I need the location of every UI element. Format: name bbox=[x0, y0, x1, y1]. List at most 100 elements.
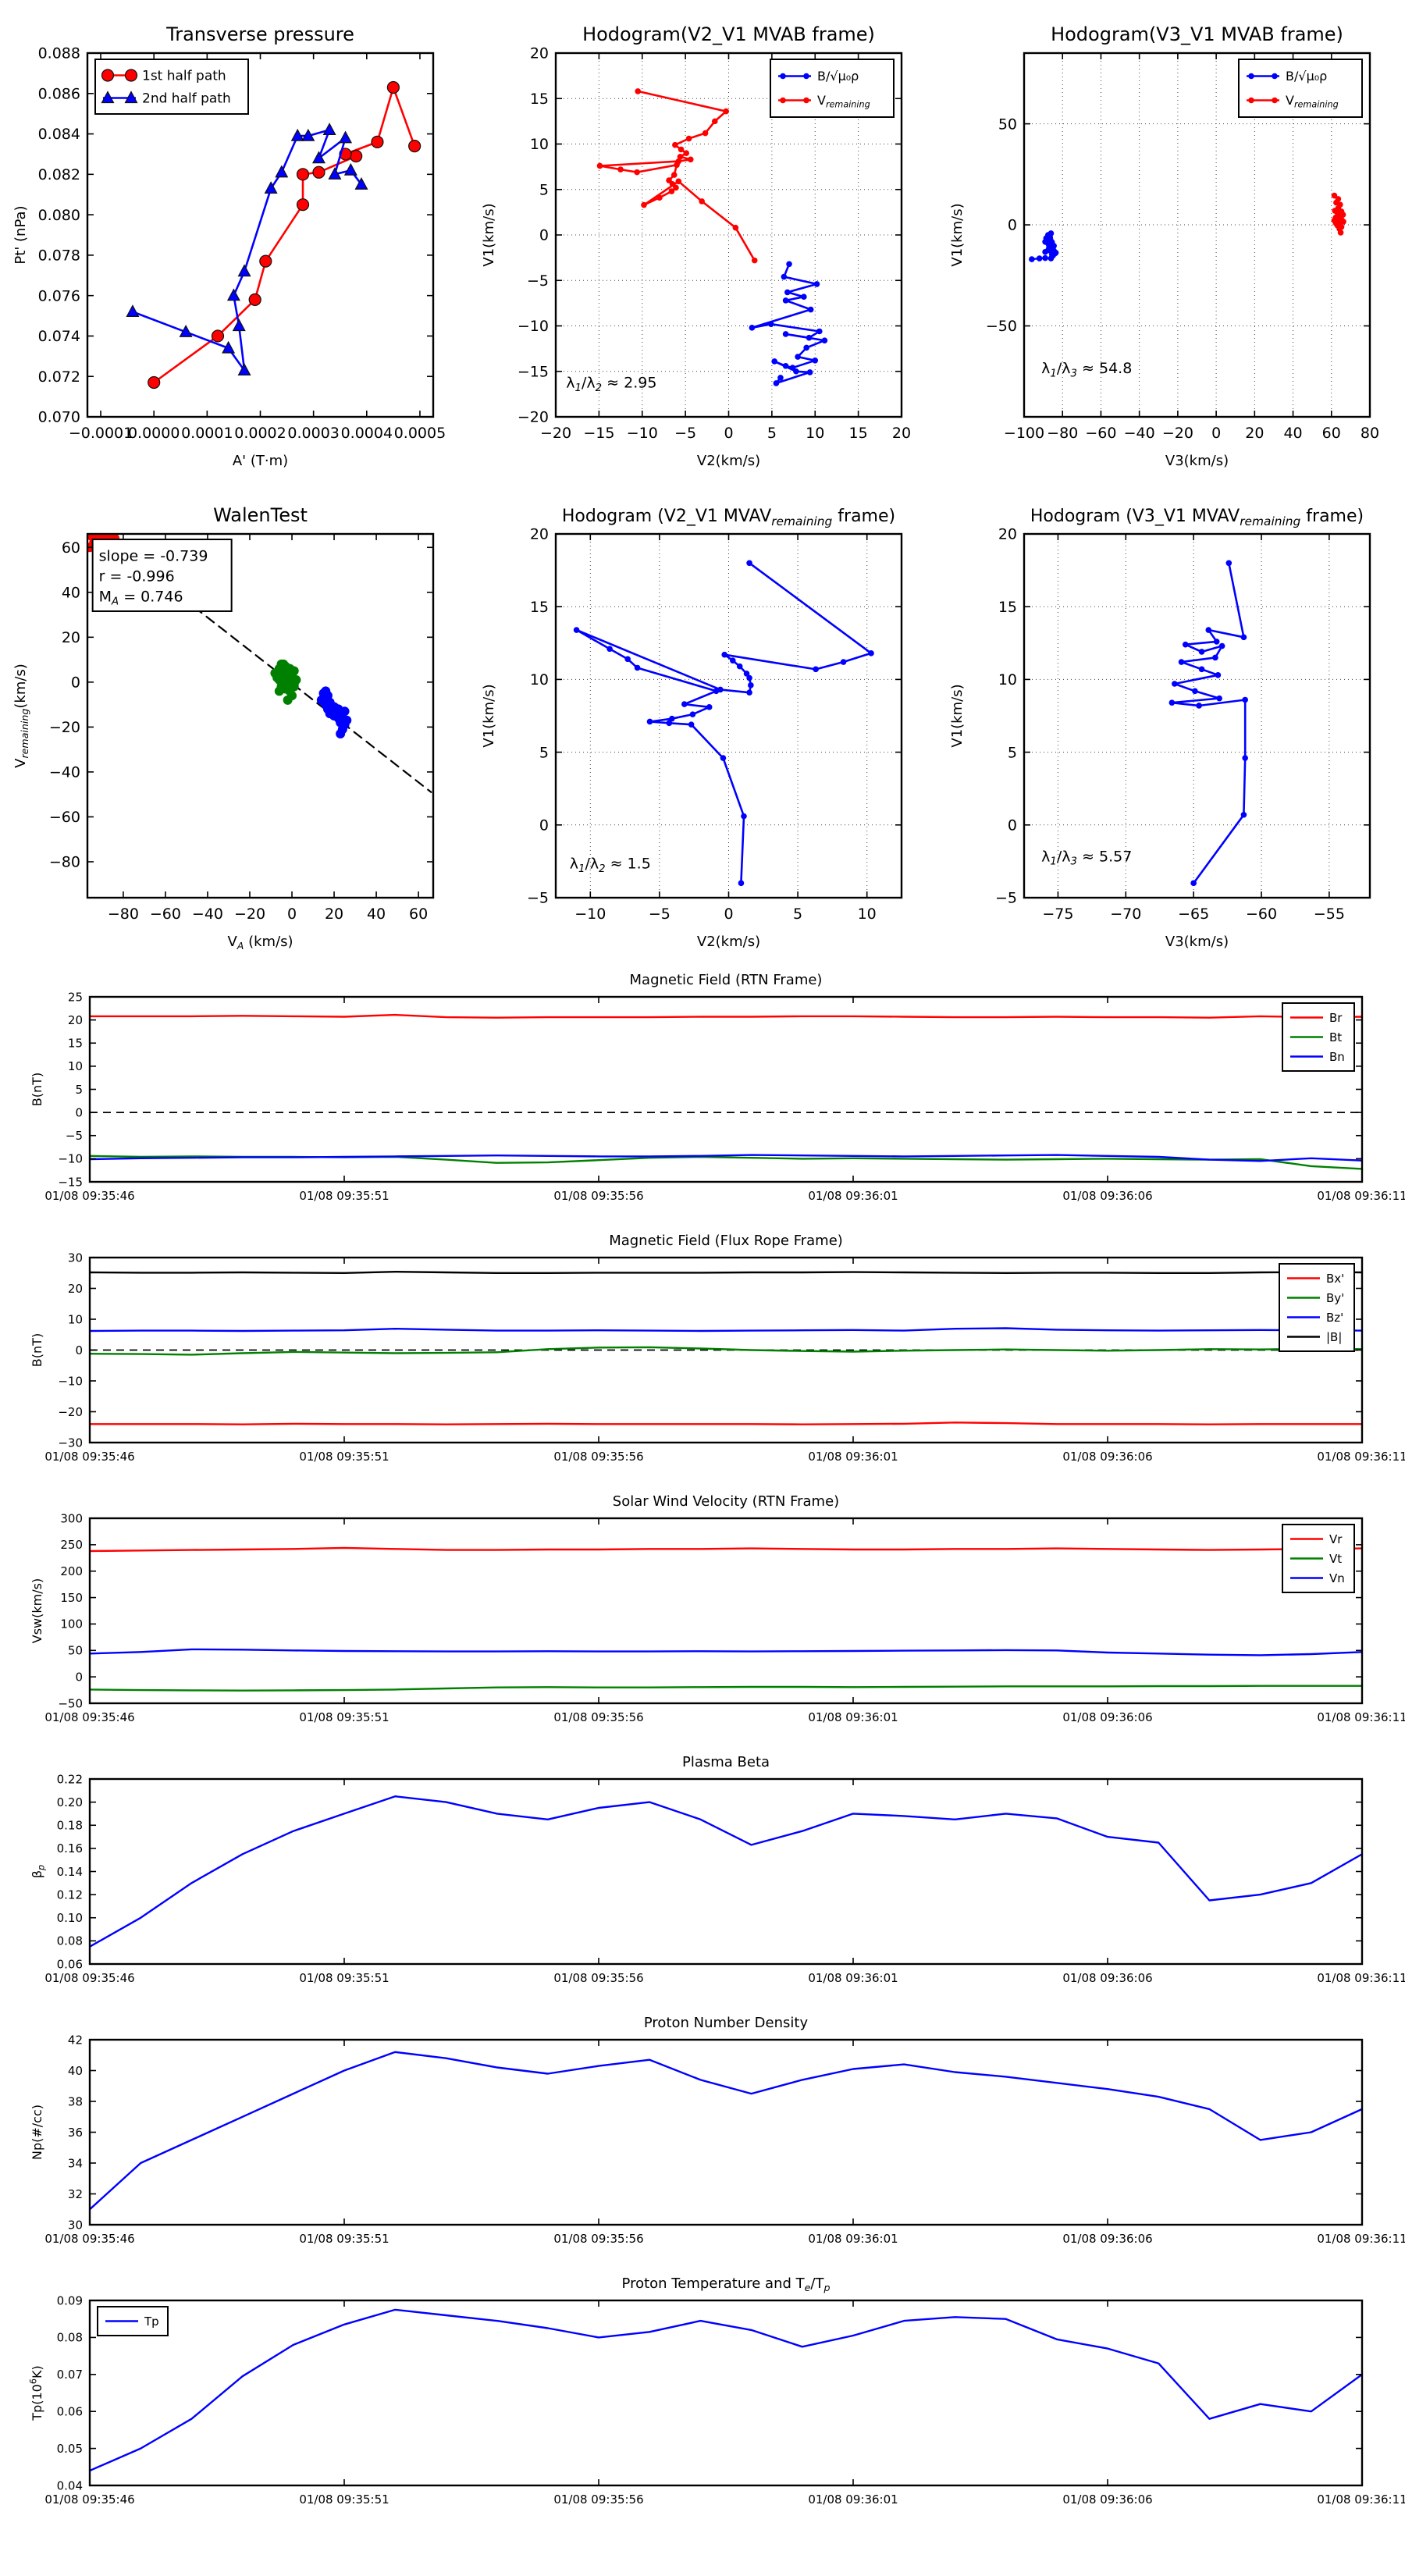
svg-text:−80: −80 bbox=[49, 854, 80, 871]
svg-text:0.0005: 0.0005 bbox=[394, 425, 446, 442]
svg-text:20: 20 bbox=[325, 906, 343, 923]
svg-text:−80: −80 bbox=[108, 906, 139, 923]
svg-text:20: 20 bbox=[530, 526, 549, 543]
svg-text:0.05: 0.05 bbox=[57, 2442, 83, 2456]
svg-text:01/08 09:36:06: 01/08 09:36:06 bbox=[1062, 1710, 1152, 1724]
svg-text:Bz': Bz' bbox=[1326, 1311, 1343, 1325]
svg-text:−60: −60 bbox=[150, 906, 181, 923]
svg-text:01/08 09:35:56: 01/08 09:35:56 bbox=[553, 1971, 643, 1985]
svg-text:−10: −10 bbox=[58, 1152, 83, 1166]
svg-text:Hodogram (V3_V1 MVAVremaining: Hodogram (V3_V1 MVAVremaining frame) bbox=[1030, 507, 1364, 528]
svg-text:34: 34 bbox=[68, 2156, 83, 2170]
svg-text:Bt: Bt bbox=[1329, 1030, 1342, 1044]
svg-text:0.14: 0.14 bbox=[57, 1865, 83, 1879]
svg-text:−20: −20 bbox=[518, 409, 549, 426]
svg-text:Proton Number Density: Proton Number Density bbox=[644, 2015, 809, 2031]
svg-text:Tp: Tp bbox=[144, 2314, 159, 2329]
chart-proton-temperature: 01/08 09:35:46 01/08 09:35:51 01/08 09:35:… bbox=[0, 2265, 1405, 2549]
svg-text:5: 5 bbox=[1008, 744, 1017, 761]
svg-text:B/√μ₀ρ: B/√μ₀ρ bbox=[817, 69, 859, 84]
svg-text:0: 0 bbox=[287, 906, 297, 923]
svg-text:−10: −10 bbox=[58, 1374, 83, 1388]
svg-text:60: 60 bbox=[409, 906, 428, 923]
svg-text:V3(km/s): V3(km/s) bbox=[1165, 453, 1229, 469]
svg-text:−40: −40 bbox=[192, 906, 223, 923]
svg-text:80: 80 bbox=[1361, 425, 1379, 442]
svg-text:01/08 09:35:51: 01/08 09:35:51 bbox=[299, 2492, 389, 2507]
svg-text:01/08 09:36:11: 01/08 09:36:11 bbox=[1317, 2232, 1405, 2246]
svg-text:0: 0 bbox=[71, 674, 80, 692]
svg-hodogram_v2v1_mvab: −20 −15 −10 −5 0 5 10 15 20 −20 −15 −10 −5 0 5 10 15 20 Ho… bbox=[468, 0, 937, 478]
chart-proton-density: 01/08 09:35:46 01/08 09:35:51 01/08 09:35:… bbox=[0, 2005, 1405, 2265]
svg-text:0.12: 0.12 bbox=[57, 1888, 83, 1902]
svg-text:0: 0 bbox=[539, 227, 549, 244]
svg-text:0.076: 0.076 bbox=[38, 287, 80, 304]
svg-text:0.20: 0.20 bbox=[57, 1795, 83, 1809]
svg-text:B/√μ₀ρ: B/√μ₀ρ bbox=[1286, 69, 1327, 84]
svg-text:15: 15 bbox=[530, 91, 549, 108]
svg-text:Plasma Beta: Plasma Beta bbox=[682, 1754, 770, 1770]
svg-text:−15: −15 bbox=[583, 425, 614, 442]
svg-text:01/08 09:35:46: 01/08 09:35:46 bbox=[44, 1189, 134, 1203]
svg-text:01/08 09:36:11: 01/08 09:36:11 bbox=[1317, 1710, 1405, 1724]
svg-text:5: 5 bbox=[793, 906, 802, 923]
svg-text:30: 30 bbox=[68, 2218, 83, 2232]
svg-text:01/08 09:36:06: 01/08 09:36:06 bbox=[1062, 2492, 1152, 2507]
svg-text:0: 0 bbox=[539, 817, 549, 834]
svg-hodogram_v3v1_mvab: −100 −80 −60 −40 −20 0 20 40 60 80 −50 0 50 Hodogram(… bbox=[937, 0, 1405, 478]
svg-text:0.072: 0.072 bbox=[38, 368, 80, 386]
chart-hodogram-v3v1-mvab: −100 −80 −60 −40 −20 0 20 40 60 80 −50 0 50 Hodogram(… bbox=[937, 0, 1405, 481]
svg-text:0: 0 bbox=[724, 425, 733, 442]
svg-text:20: 20 bbox=[1245, 425, 1264, 442]
svg-text:−10: −10 bbox=[574, 906, 606, 923]
svg-text:15: 15 bbox=[530, 599, 549, 616]
svg-text:−5: −5 bbox=[995, 890, 1017, 907]
svg-text:−30: −30 bbox=[58, 1436, 83, 1450]
svg-text:01/08 09:35:46: 01/08 09:35:46 bbox=[44, 1710, 134, 1724]
svg-text:01/08 09:36:01: 01/08 09:36:01 bbox=[808, 1710, 898, 1724]
top-row: −0.0001 0.0000 0.0001 0.0002 0.0003 0.0004 0.0… bbox=[0, 0, 1405, 481]
svg-text:βp: βp bbox=[30, 1865, 47, 1878]
svg-text:−20: −20 bbox=[58, 1405, 83, 1419]
svg-text:30: 30 bbox=[68, 1251, 83, 1265]
svg-walen_test: −80 −60 −40 −20 0 20 40 60 −80 −60 −40 −20 0 20 40 60 Wa… bbox=[0, 481, 468, 959]
svg-text:250: 250 bbox=[60, 1538, 83, 1552]
svg-text:Transverse pressure: Transverse pressure bbox=[165, 23, 354, 45]
svg-text:V1(km/s): V1(km/s) bbox=[481, 203, 497, 266]
svg-vsw_rtn: 01/08 09:35:46 01/08 09:35:51 01/08 09:35:… bbox=[0, 1483, 1405, 1741]
svg-text:42: 42 bbox=[68, 2033, 83, 2047]
svg-text:100: 100 bbox=[60, 1617, 83, 1631]
svg-text:10: 10 bbox=[998, 671, 1017, 688]
chart-magnetic-field-rtn: 01/08 09:35:46 01/08 09:35:51 01/08 09:35:… bbox=[0, 962, 1405, 1222]
svg-text:−50: −50 bbox=[58, 1696, 83, 1710]
svg-text:01/08 09:35:51: 01/08 09:35:51 bbox=[299, 1450, 389, 1464]
svg-text:Np(#/cc): Np(#/cc) bbox=[30, 2105, 44, 2160]
chart-hodogram-v2v1-mvav: −10 −5 0 5 10 −5 0 5 10 15 20 Hodogram (V2_V1 MVAVr… bbox=[468, 481, 937, 962]
svg-text:0: 0 bbox=[1008, 817, 1017, 834]
svg-text:Hodogram(V3_V1 MVAB frame): Hodogram(V3_V1 MVAB frame) bbox=[1051, 23, 1343, 45]
svg-text:r = -0.996: r = -0.996 bbox=[99, 568, 175, 585]
svg-text:01/08 09:36:01: 01/08 09:36:01 bbox=[808, 2232, 898, 2246]
svg-text:01/08 09:36:01: 01/08 09:36:01 bbox=[808, 1450, 898, 1464]
chart-magnetic-field-fluxrope: 01/08 09:35:46 01/08 09:35:51 01/08 09:35:… bbox=[0, 1222, 1405, 1483]
svg-text:0.07: 0.07 bbox=[57, 2368, 83, 2382]
svg-text:01/08 09:36:06: 01/08 09:36:06 bbox=[1062, 2232, 1152, 2246]
svg-text:−10: −10 bbox=[518, 318, 549, 335]
svg-text:Vn: Vn bbox=[1329, 1571, 1345, 1585]
svg-text:V1(km/s): V1(km/s) bbox=[481, 684, 497, 747]
svg-text:V2(km/s): V2(km/s) bbox=[697, 934, 760, 950]
svg-text:−70: −70 bbox=[1110, 906, 1141, 923]
svg-text:0.10: 0.10 bbox=[57, 1911, 83, 1925]
svg-text:B(nT): B(nT) bbox=[30, 1073, 44, 1106]
svg-text:150: 150 bbox=[60, 1591, 83, 1605]
svg-text:0.18: 0.18 bbox=[57, 1819, 83, 1833]
svg-text:By': By' bbox=[1326, 1291, 1344, 1305]
svg-text:−60: −60 bbox=[1246, 906, 1277, 923]
svg-hodogram_v3v1_mvav: −75 −70 −65 −60 −55 −5 0 5 10 15 20 Hodogram (V3_V1… bbox=[937, 481, 1405, 959]
svg-text:5: 5 bbox=[75, 1083, 83, 1097]
svg-text:Magnetic Field (Flux Rope Fram: Magnetic Field (Flux Rope Frame) bbox=[609, 1233, 843, 1249]
svg-text:0.082: 0.082 bbox=[38, 166, 80, 183]
svg-text:01/08 09:35:56: 01/08 09:35:56 bbox=[553, 1710, 643, 1724]
svg-text:15: 15 bbox=[998, 599, 1017, 616]
svg-text:−5: −5 bbox=[66, 1129, 83, 1143]
